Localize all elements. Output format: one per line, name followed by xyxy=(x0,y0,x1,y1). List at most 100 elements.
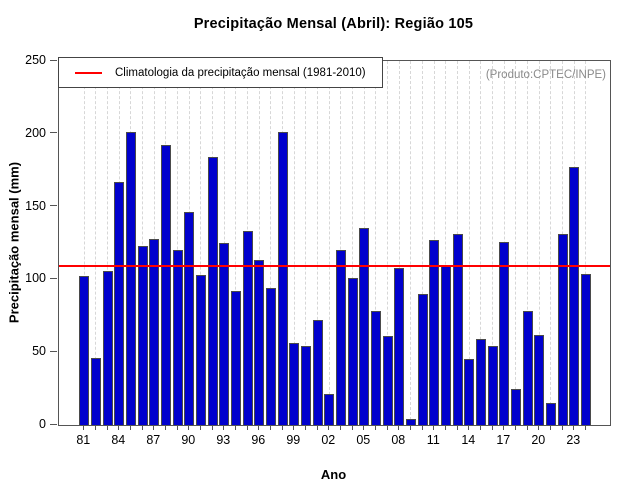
x-tick xyxy=(164,425,166,430)
bar-2005 xyxy=(359,228,370,425)
bar-1995 xyxy=(242,231,253,425)
bar-2018 xyxy=(510,389,521,425)
x-tick xyxy=(304,425,306,430)
x-tick xyxy=(269,425,271,430)
y-tick-label: 150 xyxy=(25,198,46,213)
x-tick xyxy=(293,425,295,430)
bar-1983 xyxy=(102,271,113,425)
x-tick-label: 20 xyxy=(531,433,546,447)
x-tick xyxy=(363,425,365,430)
x-tick xyxy=(584,425,586,430)
y-tick-label: 0 xyxy=(39,417,46,431)
bar-1984 xyxy=(114,182,125,425)
x-tick xyxy=(421,425,423,430)
grid-line xyxy=(468,61,470,425)
bar-2020 xyxy=(534,335,545,425)
chart-title: Precipitação Mensal (Abril): Região 105 xyxy=(193,16,474,32)
x-tick xyxy=(118,425,120,430)
bar-1986 xyxy=(137,246,148,425)
grid-line xyxy=(387,61,389,425)
bar-1999 xyxy=(289,343,300,425)
x-tick xyxy=(153,425,155,430)
grid-line xyxy=(375,61,377,425)
y-tick-label: 250 xyxy=(25,53,46,67)
bar-1996 xyxy=(254,260,265,425)
x-tick-label: 08 xyxy=(391,433,406,447)
grid-line xyxy=(258,61,260,425)
bar-1992 xyxy=(207,157,218,425)
x-tick xyxy=(316,425,318,430)
bar-2008 xyxy=(394,268,405,425)
y-tick xyxy=(50,59,57,61)
y-tick-label: 50 xyxy=(32,344,46,359)
y-axis-title: Precipitação mensal (mm) xyxy=(6,161,22,324)
grid-line xyxy=(235,61,237,425)
bar-2012 xyxy=(440,265,451,425)
x-tick xyxy=(211,425,213,430)
y-tick xyxy=(50,350,57,352)
climatology-line xyxy=(59,265,610,267)
grid-line xyxy=(200,61,202,425)
bar-2010 xyxy=(417,294,428,425)
x-tick-label: 11 xyxy=(426,433,440,447)
x-tick xyxy=(234,425,236,430)
bar-1994 xyxy=(230,291,241,425)
grid-line xyxy=(352,61,354,425)
y-tick xyxy=(50,277,57,279)
grid-line xyxy=(142,61,144,425)
legend-line-swatch xyxy=(75,71,102,74)
grid-line xyxy=(270,61,272,425)
bar-1989 xyxy=(172,250,183,425)
legend: Climatologia da precipitação mensal (198… xyxy=(58,57,383,88)
x-tick xyxy=(386,425,388,430)
producer-annotation: (Produto:CPTEC/INPE) xyxy=(485,69,606,81)
x-tick xyxy=(351,425,353,430)
bar-2004 xyxy=(347,278,358,425)
bar-2000 xyxy=(300,346,311,425)
x-tick xyxy=(503,425,505,430)
y-tick-label: 200 xyxy=(25,125,46,140)
bar-1993 xyxy=(219,243,230,425)
bar-1997 xyxy=(265,288,276,425)
bar-1991 xyxy=(195,275,206,425)
y-tick-label: 100 xyxy=(25,271,46,286)
x-tick xyxy=(328,425,330,430)
x-tick-label: 87 xyxy=(146,433,161,447)
bar-1982 xyxy=(90,358,101,425)
x-tick xyxy=(514,425,516,430)
grid-line xyxy=(480,61,482,425)
x-tick xyxy=(444,425,446,430)
x-tick-label: 14 xyxy=(461,433,476,447)
bar-2021 xyxy=(545,403,556,425)
bar-1988 xyxy=(160,145,171,425)
bar-2013 xyxy=(452,234,463,425)
x-tick xyxy=(141,425,143,430)
bar-2024 xyxy=(580,274,591,425)
grid-line xyxy=(317,61,319,425)
x-tick xyxy=(374,425,376,430)
grid-line xyxy=(293,61,295,425)
x-tick-label: 96 xyxy=(251,433,266,447)
bar-2007 xyxy=(382,336,393,425)
bar-1985 xyxy=(125,132,136,425)
bar-2016 xyxy=(487,346,498,425)
grid-line xyxy=(445,61,447,425)
x-tick-label: 84 xyxy=(111,433,126,447)
grid-line xyxy=(492,61,494,425)
x-tick-label: 02 xyxy=(321,433,336,447)
x-tick-label: 23 xyxy=(566,433,581,447)
grid-line xyxy=(107,61,109,425)
y-tick xyxy=(50,205,57,207)
grid-line xyxy=(515,61,517,425)
x-tick-label: 90 xyxy=(181,433,196,447)
x-tick xyxy=(199,425,201,430)
bar-2019 xyxy=(522,311,533,425)
x-tick xyxy=(398,425,400,430)
bar-2015 xyxy=(475,339,486,425)
y-tick xyxy=(50,132,57,134)
x-tick-label: 05 xyxy=(356,433,371,447)
x-axis-title: Ano xyxy=(320,467,347,482)
grid-line xyxy=(95,61,97,425)
x-tick-label: 81 xyxy=(76,433,91,447)
bar-2011 xyxy=(429,240,440,425)
